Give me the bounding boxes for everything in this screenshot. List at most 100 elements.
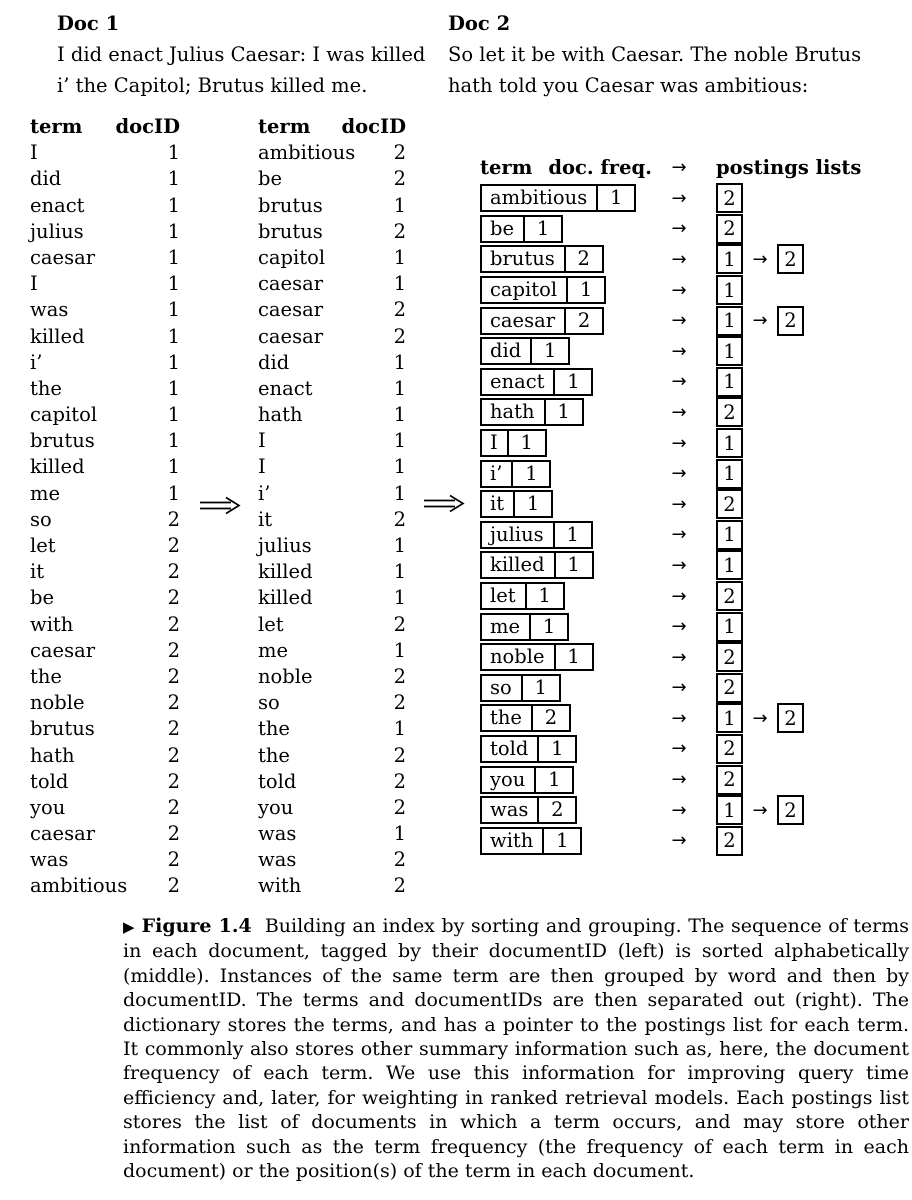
term-cell: hath bbox=[258, 403, 303, 427]
docid-cell: 2 bbox=[167, 534, 180, 557]
posting-continuation: → 2 bbox=[743, 795, 804, 826]
table-row: did 1 bbox=[258, 350, 406, 376]
term-cell: I bbox=[30, 272, 38, 296]
sorted-rows: ambitious 2 be 2 brutus 1 brutus 2 bbox=[258, 140, 406, 899]
table-row: the 2 bbox=[258, 743, 406, 769]
term-cell: told bbox=[490, 736, 529, 760]
term-freq-box: hath 1 bbox=[480, 398, 584, 427]
table-row: the 1 bbox=[258, 716, 406, 742]
arrow-right-icon: → bbox=[752, 248, 768, 270]
unsorted-rows: I 1 did 1 enact 1 julius 1 bbox=[30, 140, 180, 899]
term-cell: i’ bbox=[30, 350, 43, 374]
dictionary-header-labels: term doc. freq. bbox=[480, 156, 656, 179]
posting-doc-box: 1 bbox=[716, 305, 743, 336]
doc-freq-cell: 1 bbox=[511, 461, 549, 486]
docid-cell: 1 bbox=[167, 403, 180, 427]
term-cell: was bbox=[258, 848, 297, 872]
docid-cell: 2 bbox=[393, 167, 406, 191]
posting-doc-box: 1 bbox=[716, 244, 743, 275]
term-freq-box: me 1 bbox=[480, 612, 570, 641]
docid-column-header: docID bbox=[341, 115, 406, 138]
table-row: julius 1 bbox=[30, 219, 180, 245]
table-row: you 2 bbox=[258, 795, 406, 821]
posting-continuation: → 2 bbox=[743, 244, 804, 275]
term-cell: caesar bbox=[258, 272, 324, 296]
table-row: the 2 bbox=[30, 664, 180, 690]
dictionary-row: hath 1 → 2 bbox=[480, 397, 861, 428]
docid-column-header: docID bbox=[115, 115, 180, 138]
term-header: term bbox=[480, 156, 533, 179]
arrow-right-icon: → bbox=[671, 248, 687, 270]
dictionary-row: you 1 → 2 bbox=[480, 764, 861, 795]
docid-cell: 2 bbox=[167, 560, 180, 584]
dictionary-rows: ambitious 1 → 2 be 1 bbox=[480, 183, 861, 856]
posting-doc-box: 2 bbox=[716, 825, 743, 856]
docid-cell: 2 bbox=[393, 219, 406, 243]
postings-list: 2 bbox=[702, 733, 743, 764]
posting-doc-box: 2 bbox=[716, 672, 743, 703]
term-freq-box-area: brutus 2 bbox=[480, 245, 656, 274]
docid-cell: 1 bbox=[393, 455, 406, 479]
table-row: with 2 bbox=[30, 612, 180, 638]
table-row: told 2 bbox=[30, 769, 180, 795]
figure-caption: ▶ Figure 1.4 Building an index by sortin… bbox=[123, 914, 909, 1183]
docid-cell: 2 bbox=[167, 691, 180, 715]
docid-cell: 2 bbox=[167, 612, 180, 636]
postings-list: 2 bbox=[702, 397, 743, 428]
docid-cell: 2 bbox=[167, 586, 180, 610]
postings-list: 2 bbox=[702, 489, 743, 520]
term-cell: you bbox=[30, 795, 66, 819]
term-cell: brutus bbox=[490, 247, 555, 271]
dictionary-row: caesar 2 → 1 → 2 bbox=[480, 305, 861, 336]
docid-cell: 2 bbox=[167, 743, 180, 767]
postings-list: 2 bbox=[702, 825, 743, 856]
term-freq-box-area: caesar 2 bbox=[480, 306, 656, 335]
term-cell: capitol bbox=[258, 245, 326, 269]
term-freq-box-area: be 1 bbox=[480, 214, 656, 243]
term-cell: be bbox=[258, 167, 283, 191]
table-row: caesar 1 bbox=[258, 271, 406, 297]
posting-doc-box: 2 bbox=[777, 703, 804, 734]
table-row: caesar 2 bbox=[258, 324, 406, 350]
arrow-right-icon: → bbox=[671, 432, 687, 454]
term-freq-box: let 1 bbox=[480, 582, 565, 611]
doc-freq-cell: 1 bbox=[566, 278, 604, 303]
term-cell: me bbox=[490, 614, 521, 638]
postings-list: 2 bbox=[702, 183, 743, 214]
doc2-title: Doc 2 bbox=[448, 12, 511, 35]
term-freq-box-area: enact 1 bbox=[480, 367, 656, 396]
docid-cell: 2 bbox=[393, 507, 406, 531]
table-row: i’ 1 bbox=[30, 350, 180, 376]
table-row: it 2 bbox=[258, 507, 406, 533]
doc2-text-line: So let it be with Caesar. The noble Brut… bbox=[448, 43, 862, 66]
doc-freq-cell: 1 bbox=[506, 431, 545, 456]
arrow-right-icon: → bbox=[671, 585, 687, 607]
table-header-row: term docID bbox=[30, 114, 180, 140]
term-cell: so bbox=[490, 675, 512, 699]
term-cell: so bbox=[30, 507, 52, 531]
table-row: I 1 bbox=[258, 454, 406, 480]
postings-list: 1 bbox=[702, 366, 743, 397]
arrow-right-icon: → bbox=[671, 738, 687, 760]
arrow-right-icon: → bbox=[671, 524, 687, 546]
term-cell: told bbox=[258, 769, 297, 793]
doc-freq-cell: 1 bbox=[596, 186, 634, 211]
term-cell: with bbox=[258, 874, 302, 898]
arrow-right-icon: → bbox=[752, 799, 768, 821]
posting-doc-box: 1 bbox=[716, 428, 743, 459]
term-freq-box: noble 1 bbox=[480, 643, 594, 672]
docid-cell: 1 bbox=[167, 481, 180, 505]
term-cell: capitol bbox=[490, 278, 558, 302]
term-cell: you bbox=[490, 767, 526, 791]
dictionary-postings-section: term doc. freq. → postings lists ambitio… bbox=[480, 152, 861, 856]
docid-cell: 1 bbox=[167, 350, 180, 374]
term-cell: enact bbox=[490, 369, 545, 393]
arrow-right-icon: → bbox=[671, 554, 687, 576]
dictionary-row: be 1 → 2 bbox=[480, 213, 861, 245]
term-freq-box-area: capitol 1 bbox=[480, 276, 656, 305]
term-cell: hath bbox=[490, 400, 535, 424]
postings-list: 1 bbox=[702, 275, 743, 306]
doc-freq-cell: 1 bbox=[520, 675, 559, 700]
doc-freq-cell: 1 bbox=[542, 828, 580, 853]
arrow-right-icon: → bbox=[671, 340, 687, 362]
